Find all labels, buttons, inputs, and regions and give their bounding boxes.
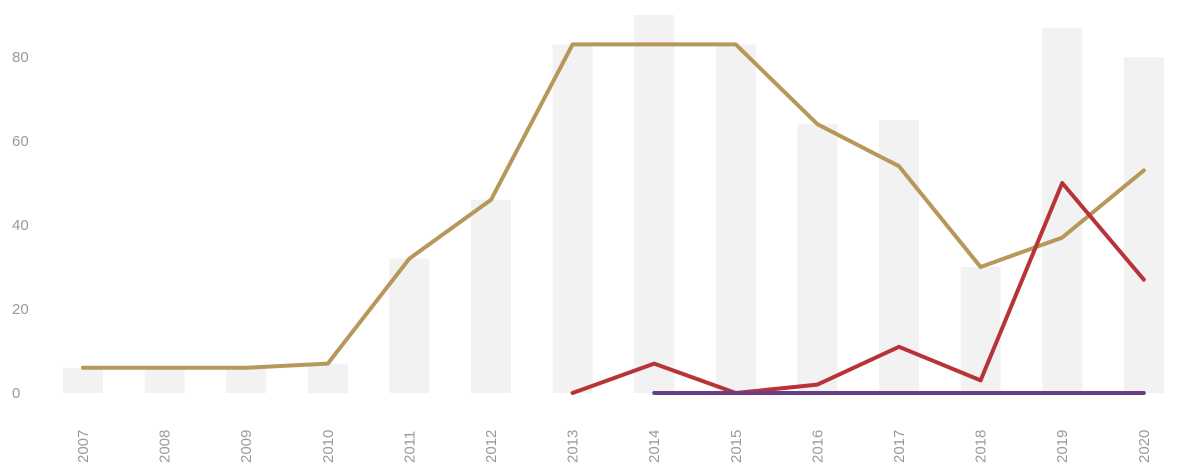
y-tick-label: 80 [12, 49, 29, 66]
x-tick-label: 2009 [238, 430, 255, 463]
y-tick-label: 0 [12, 385, 20, 402]
bar-2008 [144, 367, 185, 393]
x-tick-label: 2012 [483, 430, 500, 463]
bar-2007 [63, 367, 103, 393]
bar-2015 [715, 44, 756, 394]
bar-2011 [389, 258, 430, 393]
series-line-2 [570, 181, 1146, 395]
x-tick-label: 2018 [973, 430, 990, 463]
x-tick-label: 2015 [728, 430, 745, 463]
x-tick-label: 2010 [320, 430, 337, 463]
bar-2010 [307, 363, 348, 393]
background-bars [63, 15, 1164, 394]
series-line-1 [81, 42, 1146, 370]
x-tick-label: 2016 [809, 430, 826, 463]
x-tick-label: 2014 [646, 430, 663, 463]
y-axis-ticks: 0 20 40 60 80 [12, 49, 29, 402]
bar-2016 [797, 124, 838, 393]
x-tick-label: 2007 [75, 430, 92, 463]
x-tick-label: 2008 [157, 430, 174, 463]
x-tick-label: 2011 [401, 431, 418, 463]
bar-2020 [1123, 57, 1164, 393]
y-tick-label: 40 [12, 217, 29, 234]
x-tick-label: 2013 [565, 430, 582, 463]
y-tick-label: 20 [12, 301, 29, 318]
y-tick-label: 60 [12, 133, 29, 150]
series-lines [81, 42, 1146, 395]
bar-2012 [471, 199, 511, 393]
x-axis-ticks: 2007 2008 2009 2010 2011 2012 2013 2014 2015 2016… [75, 430, 1153, 463]
x-tick-label: 2019 [1054, 430, 1071, 463]
x-tick-label: 2020 [1136, 430, 1153, 463]
bar-2009 [226, 367, 267, 393]
bar-2019 [1042, 27, 1083, 393]
bar-2013 [552, 44, 593, 394]
bar-2018 [960, 267, 1001, 393]
x-tick-label: 2017 [891, 430, 908, 463]
bar-2014 [634, 15, 675, 393]
